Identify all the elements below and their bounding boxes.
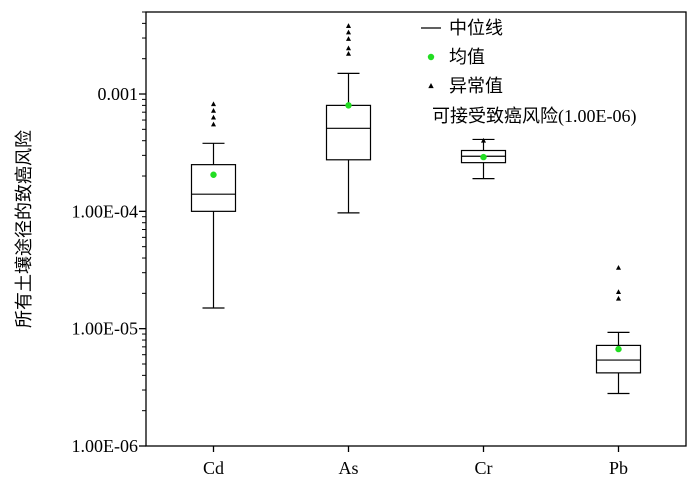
iqr-box	[325, 104, 372, 161]
legend-mean-label: 均值	[449, 47, 485, 68]
mean-point	[210, 171, 217, 178]
y-tick-label: 1.00E-04	[72, 201, 139, 221]
legend-median-label: 中位线	[449, 18, 503, 39]
x-category-label-as: As	[338, 458, 358, 478]
box-pb	[595, 265, 642, 395]
plot-axes	[145, 11, 687, 447]
x-category-label-pb: Pb	[609, 458, 628, 478]
box-cd	[190, 101, 237, 309]
acceptable-risk-annotation: 可接受致癌风险(1.00E-06)	[432, 106, 636, 127]
outlier-point	[615, 295, 622, 301]
outlier-point	[210, 107, 217, 113]
outlier-point	[615, 265, 622, 270]
outlier-point	[480, 137, 487, 143]
outlier-point	[210, 121, 217, 127]
mean-point	[480, 153, 487, 161]
outlier-point	[345, 29, 352, 35]
y-axis-ticks: 0.001 1.00E-04 1.00E-05 1.00E-06	[72, 11, 146, 456]
outlier-point	[345, 36, 352, 41]
outlier-point	[345, 45, 352, 51]
outlier-point	[345, 51, 352, 56]
x-axis-ticks: Cd As Cr Pb	[203, 446, 628, 478]
x-category-label-cd: Cd	[203, 458, 224, 478]
legend-mean-marker	[427, 53, 435, 61]
box-cr	[460, 137, 507, 180]
plot-frame	[145, 11, 687, 447]
y-axis-label: 所有土壤途径的致癌风险	[14, 130, 35, 328]
legend-outlier-marker	[428, 83, 434, 89]
legend-outlier-label: 异常值	[449, 76, 503, 97]
x-category-label-cr: Cr	[475, 458, 493, 478]
outlier-point	[210, 101, 217, 107]
outlier-point	[345, 23, 352, 28]
legend: 中位线 均值 异常值	[421, 18, 503, 97]
mean-point	[345, 102, 352, 109]
y-tick-label: 1.00E-05	[72, 319, 139, 339]
outlier-point	[210, 114, 217, 120]
y-tick-label: 1.00E-06	[72, 436, 139, 456]
box-series	[190, 23, 642, 395]
box-as	[325, 23, 372, 214]
outlier-point	[615, 289, 622, 295]
y-tick-label: 0.001	[98, 84, 139, 104]
mean-point	[615, 345, 622, 353]
